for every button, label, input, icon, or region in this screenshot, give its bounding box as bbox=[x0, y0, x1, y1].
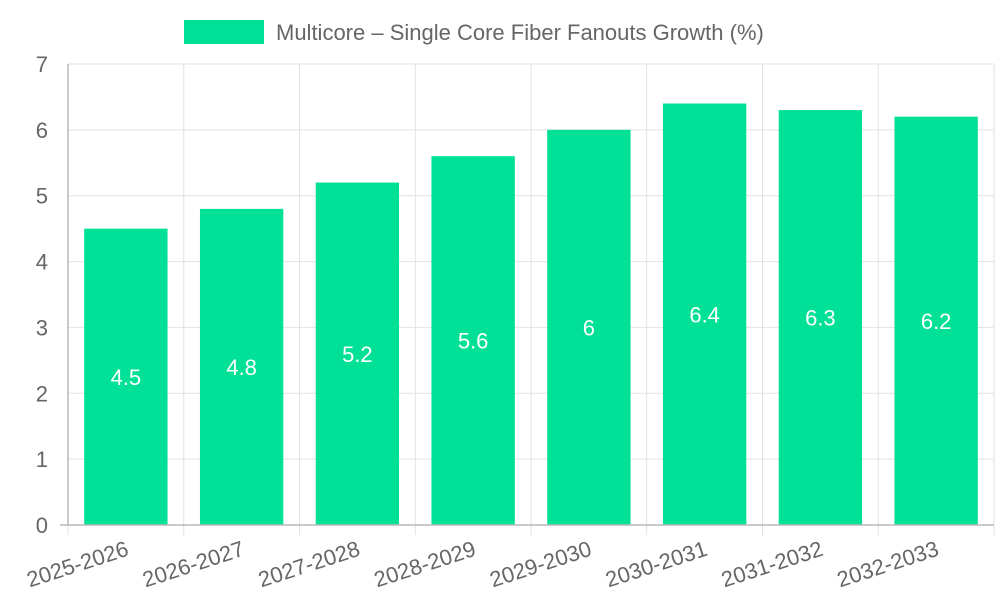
x-tick-label: 2028-2029 bbox=[371, 536, 479, 592]
legend[interactable]: Multicore – Single Core Fiber Fanouts Gr… bbox=[184, 20, 764, 45]
bar-data-labels: 4.5 4.8 5.2 5.6 6 6.4 6.3 6.2 bbox=[111, 302, 952, 390]
bar bbox=[662, 103, 747, 525]
x-tick-label: 2032-2033 bbox=[834, 536, 942, 592]
y-tick-label: 2 bbox=[36, 381, 48, 406]
x-tick-label: 2025-2026 bbox=[24, 536, 132, 592]
y-tick-label: 5 bbox=[36, 184, 48, 209]
bar bbox=[778, 110, 863, 525]
legend-label: Multicore – Single Core Fiber Fanouts Gr… bbox=[276, 20, 764, 45]
y-tick-label: 6 bbox=[36, 118, 48, 143]
bar bbox=[894, 116, 978, 525]
bar bbox=[431, 156, 515, 525]
bar-value-label: 5.2 bbox=[342, 342, 373, 367]
y-tick-label: 4 bbox=[36, 250, 48, 275]
x-tick-label: 2026-2027 bbox=[139, 536, 247, 592]
bar-value-label: 6 bbox=[583, 315, 595, 340]
bar bbox=[84, 228, 168, 525]
bar bbox=[315, 182, 400, 526]
bar-value-label: 6.3 bbox=[805, 306, 836, 331]
x-tick-label: 2029-2030 bbox=[487, 536, 595, 592]
y-tick-label: 3 bbox=[36, 315, 48, 340]
bars bbox=[84, 103, 978, 526]
y-tick-label: 7 bbox=[36, 52, 48, 77]
y-tick-label: 0 bbox=[36, 513, 48, 538]
bar bbox=[199, 208, 284, 525]
legend-swatch bbox=[184, 20, 264, 44]
x-axis-ticks: 2025-2026 2026-2027 2027-2028 2028-2029 2029… bbox=[24, 536, 942, 592]
bar-value-label: 4.8 bbox=[226, 355, 257, 380]
bar-value-label: 6.4 bbox=[689, 302, 720, 327]
x-tick-label: 2027-2028 bbox=[255, 536, 363, 592]
x-tick-label: 2030-2031 bbox=[602, 536, 710, 592]
x-tick-label: 2031-2032 bbox=[718, 536, 826, 592]
bar-value-label: 6.2 bbox=[921, 309, 952, 334]
bar bbox=[547, 129, 631, 525]
y-axis-ticks: 0 1 2 3 4 5 6 7 bbox=[36, 52, 48, 538]
axes bbox=[60, 64, 994, 526]
bar-value-label: 5.6 bbox=[458, 329, 489, 354]
bar-value-label: 4.5 bbox=[111, 365, 142, 390]
y-tick-label: 1 bbox=[36, 447, 48, 472]
